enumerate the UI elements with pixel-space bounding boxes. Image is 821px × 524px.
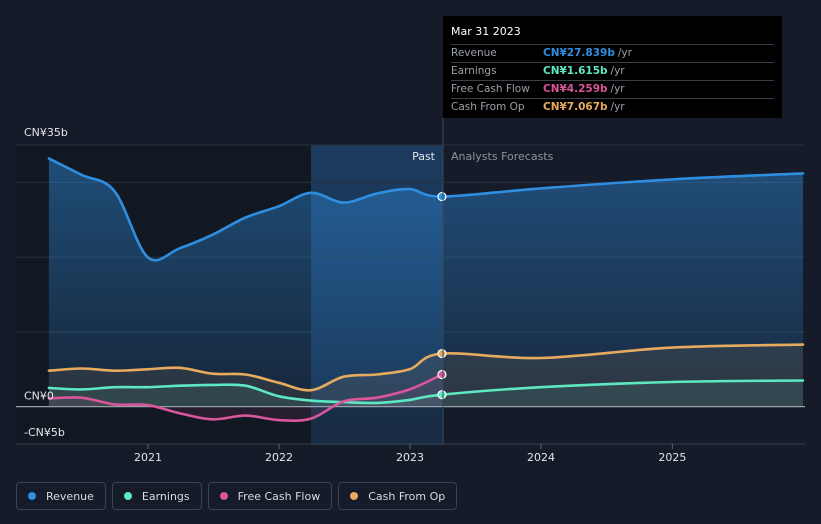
legend-dot-icon — [123, 492, 132, 500]
legend: Revenue Earnings Free Cash Flow Cash From O… — [16, 482, 463, 510]
marker-revenue — [437, 191, 447, 202]
legend-item-cash-from-op[interactable]: Cash From Op — [338, 482, 458, 510]
series-area-earnings — [48, 380, 803, 407]
x-tick-label: 2025 — [658, 451, 686, 464]
tooltip-unit: /yr — [617, 47, 632, 59]
x-tick-label: 2021 — [134, 451, 162, 464]
tooltip-unit: /yr — [610, 83, 625, 95]
past-label: Past — [412, 150, 436, 163]
legend-label: Cash From Op — [368, 489, 446, 503]
tooltip-row: Cash From Op CN¥7.067b/yr — [451, 98, 774, 116]
x-tick-label: 2022 — [265, 451, 293, 464]
tooltip-value: CN¥1.615b — [543, 65, 608, 77]
legend-dot-icon — [350, 492, 359, 500]
tooltip-unit: /yr — [610, 101, 625, 113]
legend-label: Revenue — [46, 489, 94, 503]
tooltip-row: Revenue CN¥27.839b/yr — [451, 44, 774, 62]
y-axis-label: CN¥0 — [24, 390, 54, 403]
y-axis-label: CN¥35b — [24, 126, 68, 139]
x-tick-label: 2024 — [527, 451, 555, 464]
series-area-free-cash-flow — [48, 374, 442, 421]
marker-earnings — [437, 390, 447, 400]
tooltip-value: CN¥27.839b — [543, 47, 615, 59]
series-line-free-cash-flow — [47, 373, 444, 422]
marker-free-cash-flow — [437, 369, 447, 380]
tooltip-label: Earnings — [451, 65, 497, 77]
legend-dot-icon — [28, 492, 36, 500]
tooltip: Mar 31 2023 Revenue CN¥27.839b/yr Earnings… — [443, 16, 782, 118]
legend-item-revenue[interactable]: Revenue — [16, 482, 106, 510]
series-line-revenue — [47, 157, 805, 262]
x-tick-label: 2023 — [396, 451, 424, 464]
tooltip-date: Mar 31 2023 — [451, 25, 521, 38]
legend-label: Free Cash Flow — [237, 489, 321, 503]
marker-cash-from-op — [437, 348, 447, 359]
tooltip-value: CN¥4.259b — [543, 83, 608, 95]
tooltip-label: Free Cash Flow — [451, 83, 530, 95]
tooltip-label: Revenue — [451, 47, 497, 59]
tooltip-row: Earnings CN¥1.615b/yr — [451, 62, 774, 80]
y-axis-label: -CN¥5b — [24, 426, 65, 439]
forecast-label: Analysts Forecasts — [451, 150, 554, 163]
series-area-cash-from-op — [48, 344, 803, 407]
tooltip-row: Free Cash Flow CN¥4.259b/yr — [451, 80, 774, 98]
tooltip-value: CN¥7.067b — [543, 101, 608, 113]
series-line-cash-from-op — [47, 343, 805, 392]
legend-item-earnings[interactable]: Earnings — [111, 482, 202, 510]
series-area-revenue — [48, 158, 803, 407]
legend-label: Earnings — [141, 489, 190, 503]
legend-dot-icon — [219, 492, 228, 500]
series-line-earnings — [47, 379, 805, 405]
tooltip-unit: /yr — [610, 65, 625, 77]
legend-item-free-cash-flow[interactable]: Free Cash Flow — [207, 482, 333, 510]
tooltip-label: Cash From Op — [451, 101, 525, 113]
